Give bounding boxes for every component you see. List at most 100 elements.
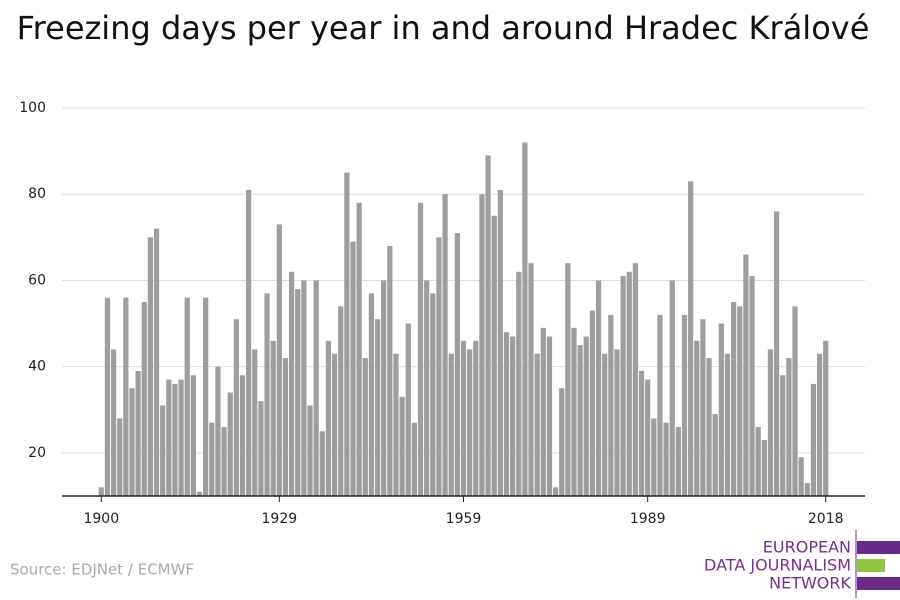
bar	[479, 194, 485, 496]
bar	[626, 271, 632, 496]
bar	[344, 172, 350, 496]
bar	[731, 302, 737, 496]
bar	[706, 358, 712, 496]
bar	[467, 349, 473, 496]
bar	[172, 383, 178, 496]
bar	[350, 241, 356, 496]
bar	[675, 427, 681, 496]
bar	[810, 383, 817, 496]
bar	[393, 353, 399, 496]
bar	[301, 280, 307, 496]
bar	[663, 422, 669, 496]
bar	[528, 263, 534, 496]
bar	[688, 181, 694, 497]
bar	[313, 280, 319, 496]
x-tick-label: 1959	[446, 511, 482, 527]
bar	[485, 155, 491, 496]
logo-bar	[857, 559, 885, 572]
bar	[589, 310, 596, 496]
bar	[540, 327, 546, 496]
bar	[565, 263, 571, 496]
bar	[816, 353, 823, 496]
bar	[104, 297, 111, 496]
logo-bar	[857, 577, 900, 590]
y-tick-label: 60	[28, 272, 46, 288]
bar	[381, 280, 387, 496]
bar	[362, 358, 368, 496]
bar	[436, 237, 442, 497]
bar	[773, 211, 780, 496]
bar	[405, 323, 411, 496]
bar	[190, 375, 196, 496]
logo-bar	[857, 541, 900, 554]
source: Source: EDJNet / ECMWF	[10, 561, 194, 579]
bar	[792, 306, 798, 496]
bar	[338, 306, 344, 496]
bar	[712, 414, 718, 496]
bar	[571, 327, 577, 496]
bar	[430, 293, 436, 496]
bar	[552, 487, 559, 496]
bar	[460, 340, 467, 496]
bar	[737, 306, 743, 496]
bar	[804, 483, 810, 496]
bar	[632, 263, 639, 496]
bar	[669, 280, 675, 496]
bar	[331, 353, 338, 496]
bar	[203, 297, 209, 496]
bar	[270, 340, 276, 496]
bar	[252, 349, 258, 496]
bar	[595, 280, 602, 496]
logo-text: EUROPEAN	[763, 538, 851, 557]
bar	[196, 491, 203, 496]
bar	[602, 353, 608, 496]
bar	[718, 323, 724, 496]
bar	[264, 293, 270, 496]
bar	[368, 293, 375, 496]
bar	[227, 392, 233, 496]
bar	[491, 215, 497, 496]
y-tick-label: 100	[19, 100, 46, 116]
bar	[147, 237, 154, 497]
bar	[546, 336, 553, 496]
bar	[583, 336, 589, 496]
bar	[209, 422, 215, 496]
bar	[288, 271, 295, 496]
bar	[356, 202, 362, 496]
bar	[153, 228, 160, 496]
bar	[295, 289, 301, 496]
bar	[522, 142, 528, 496]
bar	[823, 340, 829, 496]
bar	[694, 340, 700, 496]
bar	[743, 254, 749, 496]
bar	[516, 271, 522, 496]
bar	[454, 233, 460, 496]
bar	[755, 427, 761, 496]
x-tick-label: 2018	[808, 511, 844, 527]
bar	[559, 388, 565, 496]
bar	[110, 349, 117, 496]
bar	[786, 358, 792, 496]
bar	[497, 189, 503, 496]
bar	[325, 340, 332, 496]
bar	[307, 405, 313, 496]
bar	[221, 427, 227, 496]
bar	[246, 189, 252, 496]
bar	[417, 202, 424, 496]
bar	[141, 302, 147, 496]
bar	[614, 349, 620, 496]
logo-text: DATA JOURNALISM	[704, 556, 851, 575]
bar	[448, 353, 454, 496]
bar	[282, 358, 289, 496]
x-tick-label: 1900	[83, 511, 119, 527]
bar	[577, 345, 583, 496]
bar	[638, 370, 645, 496]
bar	[117, 418, 123, 496]
bar	[620, 276, 626, 496]
bar	[700, 319, 706, 496]
bar	[135, 370, 141, 496]
bar	[276, 224, 282, 496]
bar	[534, 353, 540, 496]
bar	[749, 276, 755, 496]
